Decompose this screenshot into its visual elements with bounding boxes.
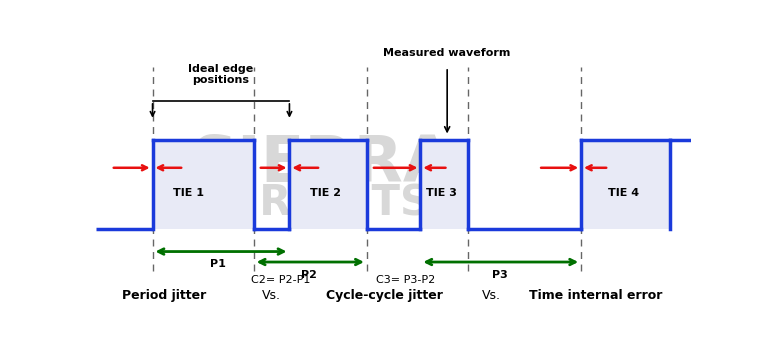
- Text: Cycle-cycle jitter: Cycle-cycle jitter: [326, 289, 443, 302]
- Bar: [153, 140, 253, 229]
- Text: TIE 2: TIE 2: [310, 188, 341, 198]
- Text: Vs.: Vs.: [262, 289, 281, 302]
- Text: TIE 3: TIE 3: [425, 188, 457, 198]
- Text: Ideal edge
positions: Ideal edge positions: [188, 64, 253, 85]
- Text: Period jitter: Period jitter: [122, 289, 207, 302]
- Bar: [290, 140, 367, 229]
- Text: P2: P2: [301, 270, 317, 280]
- Text: C2= P2-P1: C2= P2-P1: [251, 275, 310, 285]
- Text: Vs.: Vs.: [482, 289, 502, 302]
- Text: CIRCUITS: CIRCUITS: [214, 182, 431, 224]
- Text: SIERRA: SIERRA: [191, 133, 453, 195]
- Text: P3: P3: [492, 270, 508, 280]
- Bar: [420, 140, 468, 229]
- Text: P1: P1: [210, 259, 226, 269]
- Text: Time internal error: Time internal error: [529, 289, 663, 302]
- Text: TIE 4: TIE 4: [608, 188, 640, 198]
- Text: TIE 1: TIE 1: [173, 188, 204, 198]
- Bar: [581, 140, 670, 229]
- Text: Measured waveform: Measured waveform: [383, 48, 511, 58]
- Text: C3= P3-P2: C3= P3-P2: [376, 275, 435, 285]
